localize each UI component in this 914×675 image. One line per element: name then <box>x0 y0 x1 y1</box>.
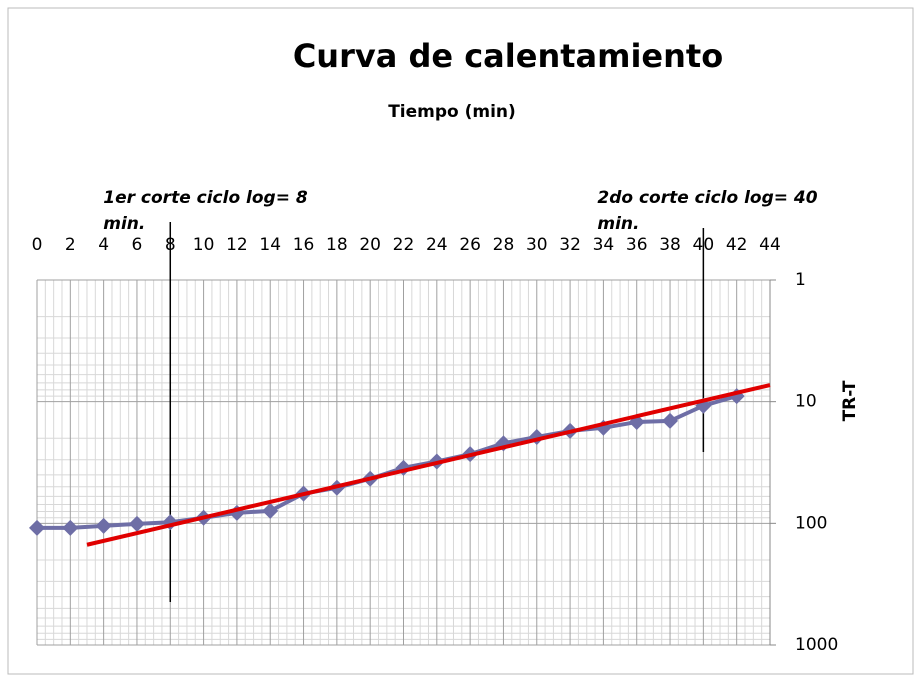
marker <box>62 519 79 536</box>
x-tick-label: 2 <box>65 235 76 255</box>
y-tick-label: 100 <box>795 513 827 533</box>
x-tick-label: 18 <box>326 235 348 255</box>
x-tick-label: 38 <box>659 235 681 255</box>
y-tick-label: 1 <box>795 270 806 290</box>
x-tick-label: 6 <box>132 235 143 255</box>
x-axis-label: Tiempo (min) <box>388 102 516 122</box>
marker <box>29 519 45 536</box>
x-tick-label: 44 <box>759 235 781 255</box>
y-axis-label: TR-T <box>840 380 860 421</box>
x-tick-label: 12 <box>226 235 248 255</box>
x-tick-label: 28 <box>493 235 515 255</box>
x-tick-label: 10 <box>193 235 215 255</box>
x-tick-label: 26 <box>459 235 481 255</box>
x-tick-label: 30 <box>526 235 548 255</box>
x-tick-label: 36 <box>626 235 648 255</box>
x-tick-label: 32 <box>559 235 581 255</box>
y-tick-label: 1000 <box>795 635 838 655</box>
x-tick-label: 24 <box>426 235 448 255</box>
x-tick-label: 4 <box>98 235 109 255</box>
x-tick-label: 34 <box>593 235 615 255</box>
marker <box>662 412 679 429</box>
x-tick-label: 0 <box>32 235 43 255</box>
x-tick-label: 14 <box>259 235 281 255</box>
marker <box>95 517 112 534</box>
chart-title: Curva de calentamiento <box>293 37 723 75</box>
chart-border <box>7 7 914 675</box>
x-tick-label: 20 <box>359 235 381 255</box>
marker <box>262 502 279 519</box>
annotation: 2do corte ciclo log= 40 min. <box>597 188 818 234</box>
x-tick-label: 42 <box>726 235 748 255</box>
x-tick-label: 22 <box>393 235 415 255</box>
trendline <box>86 383 771 547</box>
y-tick-label: 10 <box>795 392 817 412</box>
x-tick-label: 16 <box>293 235 315 255</box>
annotation: 1er corte ciclo log= 8 min. <box>103 188 308 234</box>
marker <box>128 515 145 532</box>
